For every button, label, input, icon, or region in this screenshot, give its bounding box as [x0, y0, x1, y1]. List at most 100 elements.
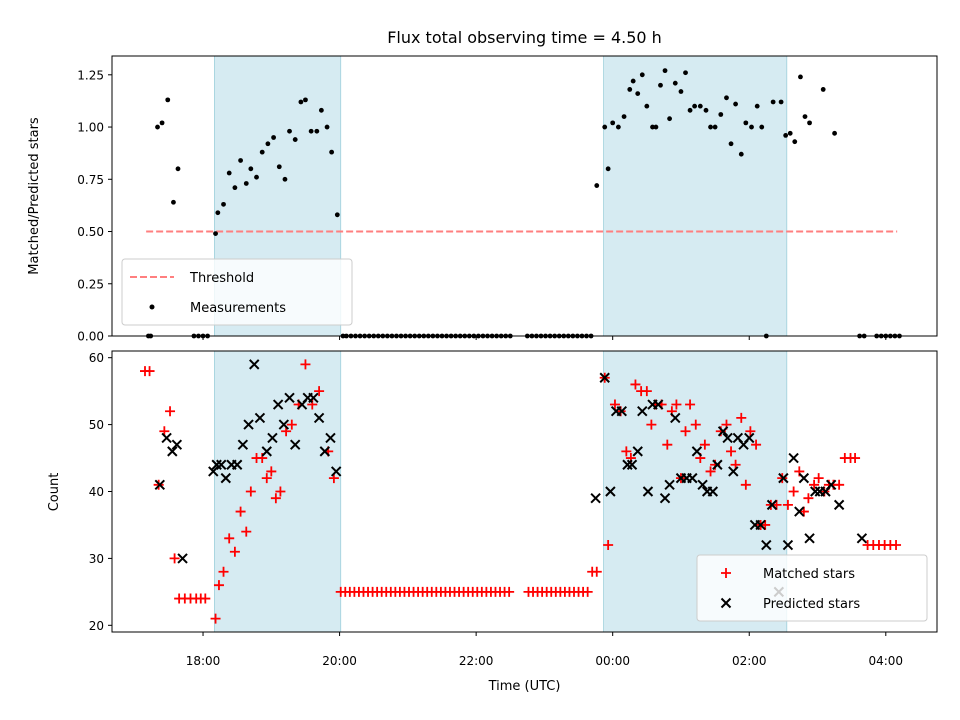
y-tick-label: 30	[89, 552, 104, 566]
matched-star-point	[813, 473, 824, 484]
matched-star-point	[751, 439, 762, 450]
predicted-star-point	[652, 399, 664, 410]
matched-stars-legend-label: Matched stars	[763, 567, 855, 582]
measurement-point	[798, 74, 803, 80]
predicted-star-point	[664, 479, 675, 491]
predicted-star-point	[622, 459, 633, 470]
matched-star-point	[591, 566, 602, 577]
measurement-point	[165, 97, 171, 103]
predicted-star-point	[220, 472, 232, 484]
measurement-point	[615, 124, 621, 130]
matched-star-point	[803, 493, 814, 504]
measurement-point	[303, 97, 308, 103]
measurement-point	[820, 87, 826, 92]
measurement-point	[678, 89, 684, 94]
measurement-point	[630, 78, 636, 84]
matched-stars-points	[140, 359, 902, 624]
measurement-point	[724, 95, 729, 101]
matched-star-point	[662, 439, 673, 450]
matched-star-point	[582, 586, 593, 597]
measurement-point	[627, 87, 633, 92]
predicted-star-point	[788, 452, 799, 464]
measurement-point	[708, 124, 713, 130]
predicted-star-point	[722, 432, 733, 444]
y-tick-label: 50	[89, 418, 104, 432]
predicted-star-point	[670, 412, 681, 424]
y-tick-label: 20	[89, 619, 104, 633]
matched-star-point	[218, 566, 229, 577]
predicted-star-point	[211, 459, 222, 470]
matched-star-point	[165, 406, 176, 417]
matched-star-point	[630, 379, 641, 390]
predicted-star-point	[642, 486, 654, 497]
predicted-star-point	[605, 486, 616, 497]
measurement-point	[703, 107, 709, 113]
predicted-star-point	[319, 446, 331, 457]
matched-star-point	[286, 419, 297, 430]
predicted-star-point	[856, 533, 868, 544]
measurement-point	[324, 124, 330, 130]
matched-star-point	[609, 399, 620, 410]
measurement-point	[770, 99, 776, 105]
matched-star-point	[229, 546, 240, 557]
x-tick-label: 18:00	[186, 654, 221, 668]
matched-star-point	[235, 506, 246, 517]
matched-star-point	[621, 446, 632, 457]
top-axes-frame	[111, 55, 938, 337]
predicted-star-point	[154, 479, 166, 491]
measurement-point	[783, 133, 789, 138]
matched-star-point	[680, 426, 691, 437]
measurement-point	[602, 124, 608, 130]
top-chart: 0.00 0.25 0.50 0.75 1.00 1.25 Flux total obse…	[27, 28, 938, 344]
matched-star-point	[726, 446, 737, 457]
predicted-star-point	[231, 459, 243, 470]
predicted-star-point	[717, 426, 729, 437]
x-tick-label: 02:00	[732, 654, 767, 668]
predicted-star-point	[712, 459, 723, 470]
matched-star-point	[300, 359, 311, 370]
matched-stars-legend-marker	[721, 568, 731, 578]
measurement-point	[271, 135, 276, 140]
measurement-point	[259, 149, 265, 155]
measurement-point	[594, 183, 600, 188]
predicted-star-point	[313, 412, 325, 424]
predicted-star-point	[744, 432, 755, 444]
matched-star-point	[671, 399, 682, 410]
predicted-star-point	[272, 399, 284, 410]
top-x-ticks	[202, 336, 887, 340]
measurement-point	[728, 141, 734, 147]
measurement-point	[653, 124, 659, 130]
matched-star-point	[144, 366, 155, 377]
predicted-star-point	[626, 459, 638, 470]
y-tick-label: 0.25	[77, 277, 104, 291]
measurement-point	[697, 103, 703, 109]
measurement-point	[171, 199, 176, 205]
matched-star-point	[705, 466, 716, 477]
predicted-star-point	[804, 533, 815, 544]
bottom-shaded-regions	[214, 350, 788, 633]
measurement-point	[232, 185, 238, 191]
measurement-point	[287, 128, 292, 134]
measurement-point	[276, 164, 282, 170]
predicted-star-point	[761, 539, 772, 551]
y-tick-label: 0.00	[77, 330, 104, 344]
matched-star-point	[850, 453, 861, 464]
measurement-point	[329, 149, 335, 155]
measurement-point	[687, 107, 693, 113]
predicted-star-point	[825, 479, 837, 491]
measurement-point	[639, 72, 645, 78]
predicted-star-point	[254, 412, 266, 424]
predicted-star-point	[766, 499, 778, 511]
matched-star-point	[213, 580, 224, 591]
measurement-point	[718, 112, 724, 117]
matched-star-point	[745, 426, 756, 437]
measurement-point	[248, 166, 254, 172]
predicted-star-point	[697, 479, 708, 491]
matched-star-point	[685, 399, 696, 410]
predicted-stars-legend-label: Predicted stars	[763, 597, 860, 612]
predicted-star-point	[616, 406, 628, 417]
measurement-point	[282, 176, 288, 182]
measurement-point	[662, 68, 668, 74]
matched-star-point	[646, 419, 657, 430]
